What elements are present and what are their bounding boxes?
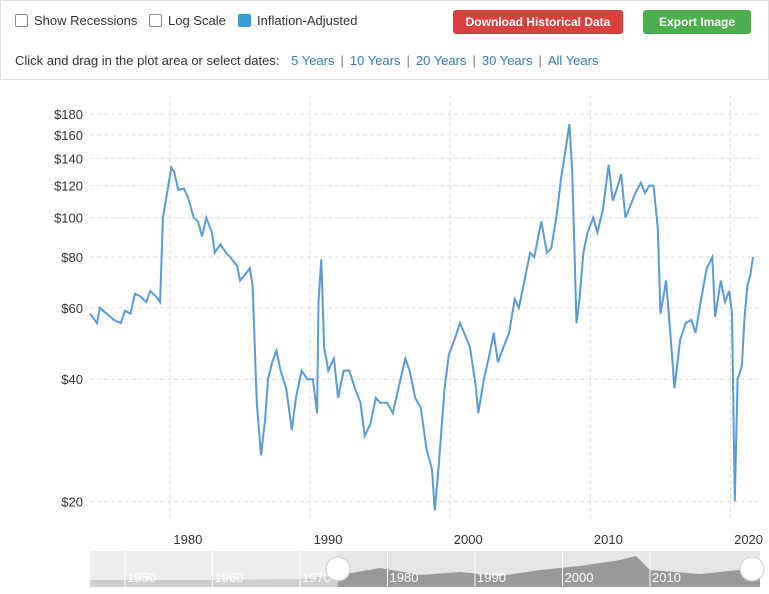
checkbox-box[interactable] (15, 14, 28, 27)
y-tick-label: $80 (61, 250, 83, 265)
controls-panel: Show Recessions Log Scale Inflation-Adju… (0, 0, 769, 80)
navigator-label: 1970 (302, 570, 331, 585)
navigator-label: 1950 (127, 570, 156, 585)
navigator-label: 2010 (652, 570, 681, 585)
download-button[interactable]: Download Historical Data (453, 10, 623, 34)
checkbox-label[interactable]: Log Scale (168, 13, 226, 28)
checkbox-label[interactable]: Show Recessions (34, 13, 138, 28)
checkbox-box[interactable] (149, 14, 162, 27)
y-tick-label: $140 (54, 151, 83, 166)
range-link[interactable]: 30 Years (481, 53, 533, 68)
checkbox-box[interactable] (238, 14, 251, 27)
navigator-label: 1960 (215, 570, 244, 585)
export-button[interactable]: Export Image (643, 10, 751, 34)
navigator-label: 1990 (477, 570, 506, 585)
y-tick-label: $180 (54, 107, 83, 122)
range-prompt: Click and drag in the plot area or selec… (15, 53, 280, 68)
checkbox-label[interactable]: Inflation-Adjusted (257, 13, 358, 28)
separator: | (472, 53, 476, 68)
x-tick-label: 2020 (734, 532, 763, 547)
range-link[interactable]: 20 Years (415, 53, 467, 68)
checkbox[interactable]: Show Recessions (15, 13, 137, 28)
y-tick-label: $60 (61, 301, 83, 316)
price-line (89, 124, 754, 511)
navigator-mask (90, 551, 338, 587)
separator: | (538, 53, 542, 68)
separator: | (406, 53, 410, 68)
separator: | (340, 53, 344, 68)
navigator-label: 2000 (565, 570, 594, 585)
y-tick-label: $160 (54, 128, 83, 143)
navigator-handle[interactable] (325, 556, 351, 582)
range-link[interactable]: All Years (547, 53, 599, 68)
y-tick-label: $120 (54, 179, 83, 194)
navigator-area (90, 556, 760, 587)
range-link[interactable]: 10 Years (349, 53, 401, 68)
x-tick-label: 1980 (173, 532, 202, 547)
x-tick-label: 2000 (454, 532, 483, 547)
checkbox[interactable]: Log Scale (149, 13, 226, 28)
y-tick-label: $20 (61, 494, 83, 509)
checkbox[interactable]: Inflation-Adjusted (238, 13, 357, 28)
y-tick-label: $40 (61, 372, 83, 387)
x-tick-label: 2010 (594, 532, 623, 547)
x-tick-label: 1990 (314, 532, 343, 547)
range-link[interactable]: 5 Years (291, 53, 335, 68)
range-selector: Click and drag in the plot area or selec… (15, 53, 598, 68)
navigator-label: 1980 (390, 570, 419, 585)
y-tick-label: $100 (54, 211, 83, 226)
navigator-handle[interactable] (739, 556, 765, 582)
